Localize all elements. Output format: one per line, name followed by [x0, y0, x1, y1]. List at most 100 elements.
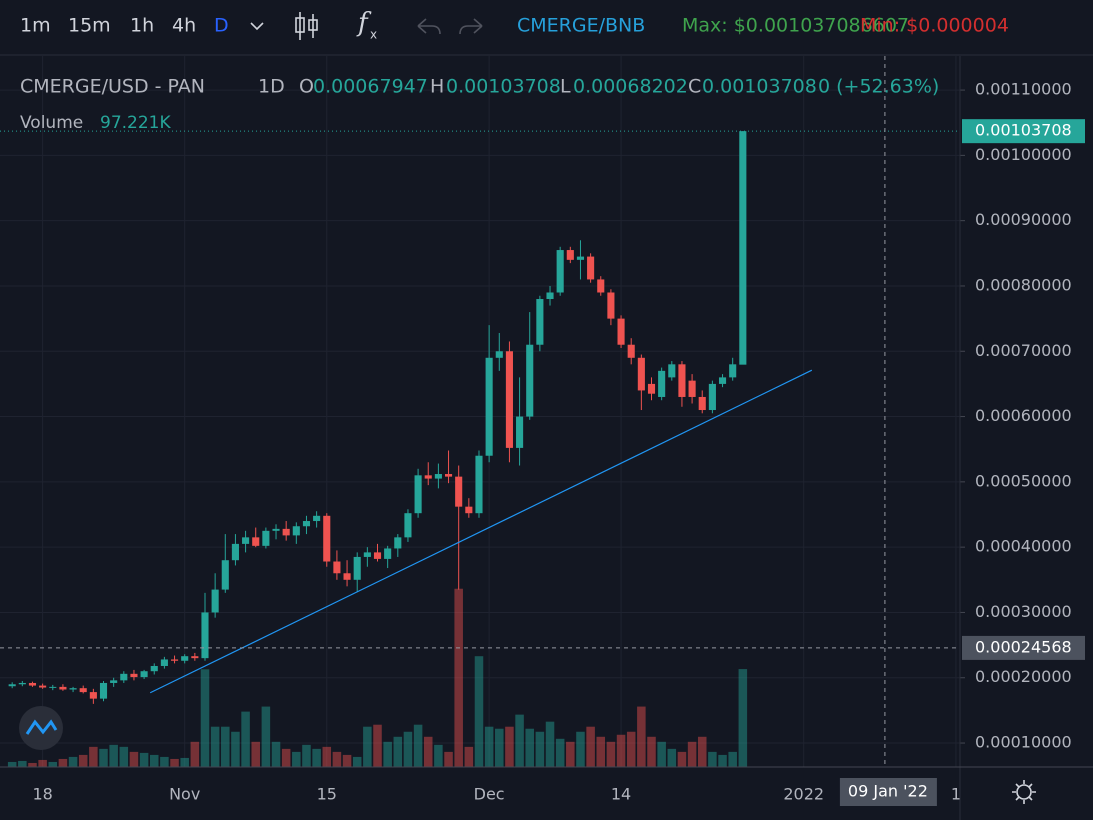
volume-bar: [474, 656, 484, 767]
candle-body: [444, 474, 453, 477]
crosshair-date-tag: [839, 778, 937, 806]
candle-body: [394, 537, 402, 549]
volume-bar: [637, 706, 646, 767]
candle-body: [221, 560, 229, 590]
x-tick-label: 18: [32, 785, 52, 804]
candle-body: [617, 318, 625, 345]
y-tick-label: 0.00040000: [975, 537, 1072, 556]
volume-bar: [596, 736, 606, 767]
y-tick-label: 0.00110000: [975, 80, 1072, 99]
ohlc-label: H: [430, 76, 444, 98]
volume-layer: [7, 588, 748, 767]
volume-bar: [231, 731, 240, 767]
settings-button[interactable]: [1012, 780, 1036, 804]
volume-bar: [525, 728, 534, 767]
volume-bar: [58, 758, 68, 767]
volume-bar: [515, 714, 524, 767]
volume-bar: [657, 741, 666, 767]
volume-bar: [332, 751, 342, 767]
candle-body: [28, 682, 37, 686]
volume-bar: [78, 754, 88, 767]
x-tick-label: 1: [951, 785, 961, 804]
volume-bar: [139, 752, 149, 767]
volume-bar: [718, 754, 727, 767]
volume-bar: [697, 736, 707, 767]
volume-bar: [180, 757, 189, 767]
volume-bar: [687, 741, 697, 767]
volume-bar: [292, 751, 301, 767]
candle-body: [110, 680, 118, 683]
volume-bar: [48, 761, 58, 767]
candle-body: [384, 548, 392, 559]
indicators-icon[interactable]: x: [370, 28, 377, 42]
x-tick-label: Dec: [474, 785, 505, 804]
interval-button-active[interactable]: D: [214, 15, 229, 37]
interval-button[interactable]: 15m: [68, 15, 111, 37]
y-tick-label: 0.00090000: [975, 210, 1072, 229]
volume-bar: [119, 746, 129, 767]
logo[interactable]: [19, 706, 63, 750]
candle-body: [465, 506, 473, 514]
candle-body: [658, 370, 666, 397]
volume-bar: [28, 762, 37, 767]
candle-body: [739, 131, 747, 365]
volume-bar: [109, 744, 118, 767]
min-price: Min: $0.000004: [860, 15, 1009, 37]
candle-body: [302, 521, 311, 527]
candle-body: [191, 656, 199, 659]
candle-body: [576, 256, 585, 260]
candle-body: [455, 476, 463, 507]
volume-bar: [302, 744, 311, 767]
ohlc-label: L: [560, 76, 571, 98]
symbol-title: CMERGE/USD - PAN: [20, 76, 205, 98]
volume-bar: [160, 756, 169, 767]
redo-button[interactable]: [459, 18, 483, 35]
interval-button[interactable]: 1m: [20, 15, 51, 37]
candle-body: [729, 364, 737, 378]
candle-body: [323, 515, 331, 562]
candle-body: [282, 528, 290, 536]
candle-body: [181, 656, 189, 661]
interval-label: 1D: [258, 76, 285, 98]
y-tick-label: 0.00010000: [975, 733, 1072, 752]
candle-body: [292, 526, 300, 536]
candle-body: [475, 455, 483, 514]
volume-bar: [423, 736, 433, 767]
volume-bar: [99, 748, 108, 767]
volume-bar: [383, 741, 392, 767]
candle-body: [698, 396, 706, 411]
interval-dropdown[interactable]: [250, 22, 264, 31]
x-tick-label: 2022: [783, 785, 824, 804]
interval-button[interactable]: 4h: [172, 15, 196, 37]
candle-body: [242, 537, 250, 544]
candle-body: [79, 688, 87, 693]
candle-body: [718, 377, 727, 384]
chart-type-button[interactable]: [295, 12, 318, 40]
candle-body: [150, 665, 158, 672]
last-price-tag: [962, 119, 1085, 144]
volume-bar: [190, 741, 200, 767]
volume-bar: [312, 748, 321, 767]
volume-bar: [444, 751, 453, 767]
candle-body: [495, 351, 503, 358]
volume-bar: [495, 728, 504, 767]
ohlc-value: 0.00103708: [446, 76, 561, 98]
undo-button[interactable]: [417, 18, 441, 35]
candle-body: [566, 250, 574, 260]
volume-bar: [322, 746, 332, 767]
pair-link[interactable]: CMERGE/BNB: [517, 15, 645, 37]
volume-bar: [555, 738, 565, 767]
toolbar: [0, 0, 1093, 55]
candle-body: [272, 528, 280, 531]
volume-bar: [403, 731, 413, 767]
candle-body: [516, 416, 524, 448]
candle-body: [353, 556, 361, 580]
candle-body: [627, 344, 635, 358]
candle-body: [120, 673, 128, 681]
candle-body: [414, 475, 422, 514]
volume-bar: [342, 754, 352, 767]
volume-bar: [271, 741, 281, 767]
interval-button[interactable]: 1h: [130, 15, 154, 37]
candle-body: [343, 573, 351, 580]
